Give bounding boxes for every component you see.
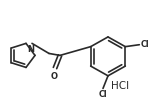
Text: N: N — [27, 45, 34, 54]
Text: Cl: Cl — [140, 40, 149, 49]
Text: O: O — [51, 72, 57, 81]
Text: HCl: HCl — [111, 81, 129, 91]
Text: Cl: Cl — [99, 90, 107, 99]
